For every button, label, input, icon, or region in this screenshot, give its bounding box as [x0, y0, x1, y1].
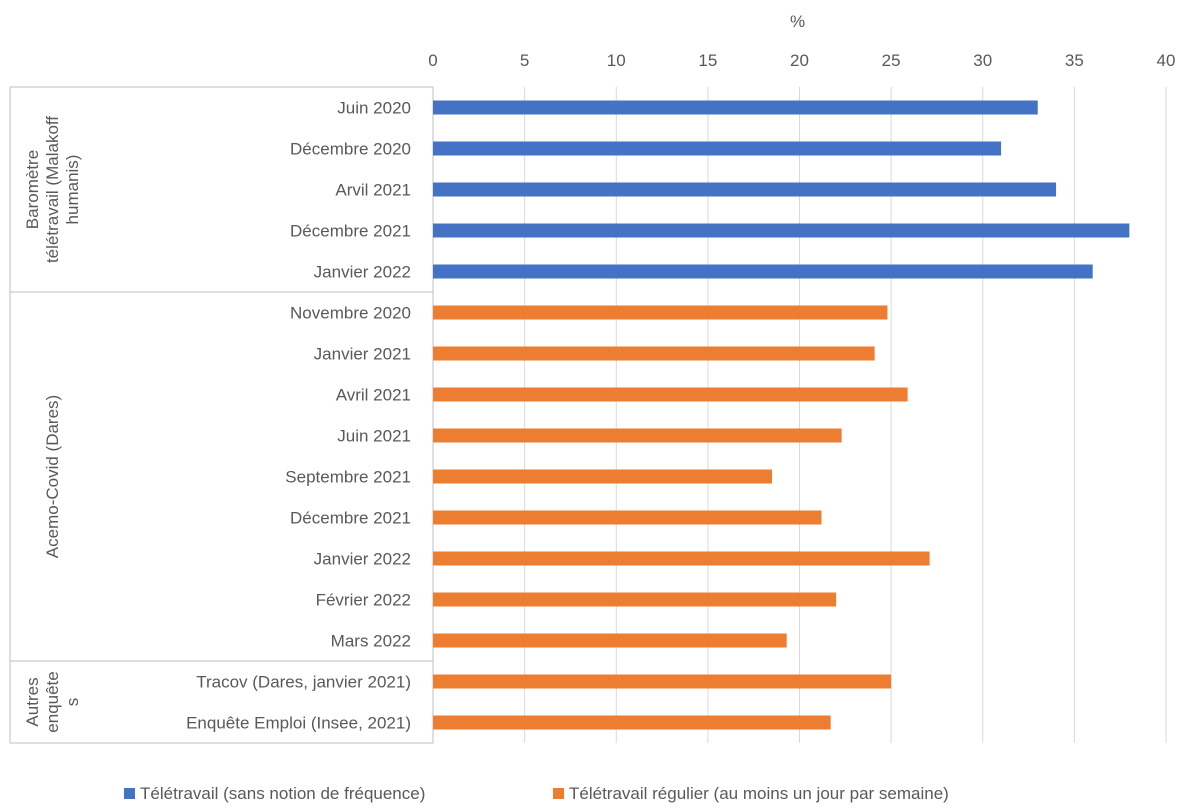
- bar: [433, 428, 842, 443]
- bar: [433, 346, 875, 361]
- category-label: Janvier 2022: [314, 263, 411, 282]
- group-frames: Baromètretélétravail (Malakoffhumanis) Ac…: [9, 86, 433, 744]
- bar: [433, 387, 908, 402]
- x-axis-label: %: [790, 12, 805, 31]
- bar: [433, 469, 773, 484]
- category-label: Janvier 2022: [314, 550, 411, 569]
- group-label-line: télétravail (Malakoff: [43, 116, 62, 263]
- group-label: Baromètretélétravail (Malakoffhumanis): [23, 116, 82, 263]
- bar: [433, 100, 1038, 115]
- bar: [433, 674, 892, 689]
- x-tick-labels: 0 5 10 15 20 25 30 35 40: [428, 51, 1175, 70]
- group-label-line: enquête: [43, 671, 62, 732]
- category-label: Juin 2021: [337, 427, 411, 446]
- group-label: Autresenquêtes: [23, 671, 82, 732]
- bar: [433, 510, 822, 525]
- category-label: Décembre 2021: [290, 222, 411, 241]
- bar: [433, 592, 837, 607]
- bar: [433, 715, 831, 730]
- category-label: Février 2022: [316, 591, 411, 610]
- category-label: Arvil 2021: [335, 181, 411, 200]
- x-tick-label: 40: [1157, 51, 1176, 70]
- bar: [433, 633, 787, 648]
- category-label: Avril 2021: [336, 386, 411, 405]
- x-tick-label: 25: [882, 51, 901, 70]
- group-label-line: humanis): [63, 155, 82, 225]
- bar: [433, 551, 930, 566]
- category-label: Tracov (Dares, janvier 2021): [196, 673, 411, 692]
- category-labels: Juin 2020 Décembre 2020 Arvil 2021 Décembre…: [186, 99, 411, 733]
- category-label: Décembre 2020: [290, 140, 411, 159]
- legend: Télétravail (sans notion de fréquence) Té…: [124, 784, 949, 803]
- group-label-line: Acemo-Covid (Dares): [43, 395, 62, 558]
- bar: [433, 223, 1130, 238]
- legend-label: Télétravail régulier (au moins un jour p…: [569, 784, 949, 803]
- group-label-line: s: [63, 698, 82, 707]
- category-label: Juin 2020: [337, 99, 411, 118]
- category-label: Enquête Emploi (Insee, 2021): [186, 714, 411, 733]
- category-label: Mars 2022: [331, 632, 411, 651]
- group-label: Acemo-Covid (Dares): [43, 395, 62, 558]
- category-label: Janvier 2021: [314, 345, 411, 364]
- legend-swatch: [124, 788, 135, 799]
- x-tick-label: 30: [973, 51, 992, 70]
- bar: [433, 141, 1002, 156]
- bar: [433, 305, 888, 320]
- legend-swatch: [553, 788, 564, 799]
- bars: [433, 100, 1130, 730]
- group-label-line: Baromètre: [23, 150, 42, 229]
- category-label: Décembre 2021: [290, 509, 411, 528]
- x-tick-label: 35: [1065, 51, 1084, 70]
- x-tick-label: 20: [790, 51, 809, 70]
- bar: [433, 264, 1093, 279]
- category-label: Novembre 2020: [290, 304, 411, 323]
- legend-label: Télétravail (sans notion de fréquence): [140, 784, 425, 803]
- x-tick-label: 5: [520, 51, 529, 70]
- bar: [433, 182, 1057, 197]
- category-label: Septembre 2021: [285, 468, 411, 487]
- x-tick-label: 15: [698, 51, 717, 70]
- x-tick-label: 0: [428, 51, 437, 70]
- x-tick-label: 10: [607, 51, 626, 70]
- group-label-line: Autres: [23, 677, 42, 726]
